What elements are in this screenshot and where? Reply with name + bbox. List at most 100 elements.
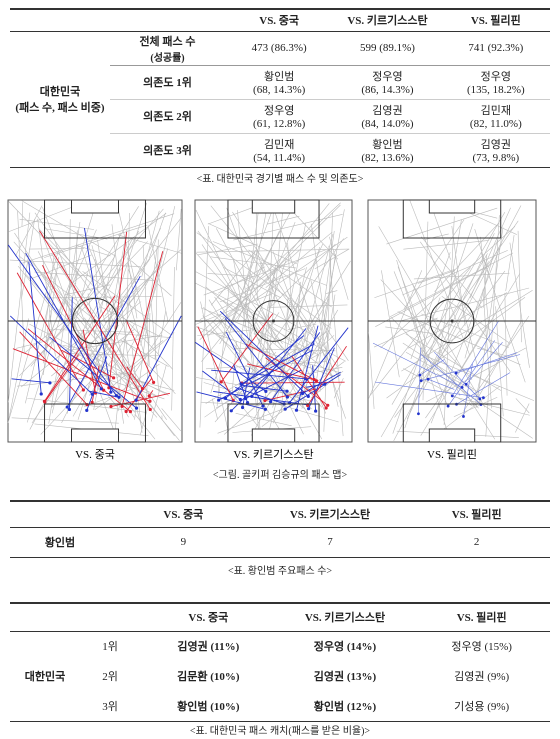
pass-line (505, 235, 515, 292)
header: VS. 필리핀 (456, 612, 507, 625)
pass-line (226, 207, 253, 280)
pass-dot (326, 403, 330, 407)
cell: 김영권 (13%) (313, 671, 377, 683)
pass-line (105, 287, 140, 323)
pass-line (87, 293, 102, 382)
pass-line (402, 250, 508, 296)
pass-line (404, 223, 474, 429)
pass-line (403, 219, 465, 310)
pass-line (320, 320, 349, 361)
pass-line (201, 203, 330, 362)
pass-line (436, 373, 533, 439)
row-label: 의존도 2위 (143, 111, 192, 123)
center-spot (272, 319, 275, 323)
pass-line (42, 257, 59, 375)
pass-line (141, 210, 160, 278)
pass-line (417, 270, 456, 284)
row-label: 1위 (102, 641, 118, 654)
pass-line (268, 304, 348, 308)
key-pass (233, 364, 248, 403)
pass-dot (446, 404, 450, 408)
pass-line (509, 242, 530, 368)
key-pass (245, 343, 317, 382)
pass-line (42, 207, 91, 336)
pass-line (108, 396, 118, 407)
pass-line (517, 230, 522, 343)
pass-line (199, 226, 209, 428)
pass-dot (307, 407, 311, 411)
cell: 김민재 (54, 11.4%) (225, 133, 333, 167)
pass-line (405, 351, 474, 391)
pass-line (423, 220, 519, 358)
header: VS. 키르기스스탄 (289, 509, 371, 522)
rank-row: 의존도 1위 황인범 (68, 14.3%) 정우영 (86, 14.3%) 정우영 (13… (10, 65, 550, 99)
pass-line (458, 320, 491, 373)
pass-line (205, 286, 283, 351)
pass-line (235, 348, 336, 352)
pass-line (314, 248, 350, 270)
pass-line (67, 219, 71, 414)
cell: 741 (92.3%) (468, 42, 524, 54)
pass-line (104, 218, 182, 317)
pass-line (59, 206, 139, 332)
pass-line (244, 301, 323, 440)
pass-line (418, 205, 522, 399)
pass-line (208, 223, 298, 265)
pass-line (394, 270, 506, 418)
pitch-label: VS. 필리핀 (427, 448, 477, 461)
pass-line (266, 215, 300, 225)
key-pass (452, 321, 499, 397)
pass-dot (99, 387, 103, 391)
pass-dot (109, 390, 113, 394)
pass-line (378, 226, 486, 408)
pass-dot (240, 405, 245, 410)
cell: 김영권 (73, 9.8%) (442, 133, 550, 167)
table-key-passes: VS. 중국 VS. 키르기스스탄 VS. 필리핀 황인범 9 7 2 (10, 500, 550, 558)
pass-dot (219, 380, 223, 384)
pass-dot (43, 400, 47, 404)
pass-dot (294, 408, 299, 412)
pass-line (85, 240, 124, 327)
key-pass (308, 347, 335, 409)
player: 정우영 (263, 105, 295, 117)
pass-line (203, 249, 326, 296)
key-pass (88, 390, 120, 398)
pass-line (69, 334, 163, 351)
key-pass (427, 378, 455, 390)
key-pass (242, 367, 251, 408)
pass-line (134, 413, 156, 440)
pass-dot (419, 379, 423, 383)
pass-line (195, 271, 315, 336)
table-pass-catch: VS. 중국 VS. 키르기스스탄 VS. 필리핀 대한민국 1위 김영권 (11%… (10, 602, 550, 722)
pass-line (43, 335, 159, 398)
pass-line (11, 417, 119, 424)
pass-line (66, 364, 165, 400)
key-pass (86, 356, 108, 411)
pass-dot (112, 376, 116, 380)
pass-line (480, 252, 526, 383)
pass-line (8, 204, 78, 233)
pass-dot (324, 406, 328, 410)
key-pass (197, 326, 234, 401)
player: 김민재 (480, 105, 512, 117)
pass-line (26, 207, 95, 423)
pass-line (157, 310, 167, 354)
pass-dot (312, 378, 316, 382)
pass-line (401, 290, 533, 372)
pass-line (420, 273, 521, 436)
pass-dot (134, 398, 138, 402)
pass-line (408, 308, 448, 432)
key-pass (251, 328, 307, 397)
row-label: 전체 패스 수 (139, 35, 196, 48)
cell: 기성용 (9%) (454, 700, 510, 713)
key-pass (11, 378, 50, 384)
cell: 599 (89.1%) (359, 42, 415, 54)
key-pass (291, 356, 327, 409)
pass-line (405, 333, 502, 391)
key-pass (447, 340, 496, 407)
key-pass (245, 369, 302, 399)
pass-line (515, 403, 530, 433)
row-label: 의존도 3위 (143, 145, 192, 157)
key-pass (289, 327, 349, 403)
pass-dot (65, 405, 69, 409)
